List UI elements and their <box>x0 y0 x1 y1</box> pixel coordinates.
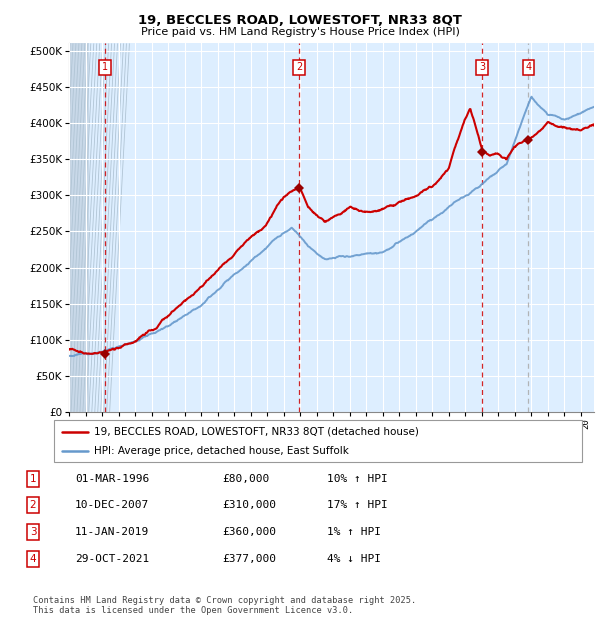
Text: 3: 3 <box>29 527 37 537</box>
Text: 3: 3 <box>479 63 485 73</box>
Text: 1: 1 <box>102 63 108 73</box>
Text: 4: 4 <box>526 63 532 73</box>
Text: £360,000: £360,000 <box>222 527 276 537</box>
Text: 10% ↑ HPI: 10% ↑ HPI <box>327 474 388 484</box>
Text: 19, BECCLES ROAD, LOWESTOFT, NR33 8QT (detached house): 19, BECCLES ROAD, LOWESTOFT, NR33 8QT (d… <box>94 427 418 436</box>
Text: 11-JAN-2019: 11-JAN-2019 <box>75 527 149 537</box>
Text: Contains HM Land Registry data © Crown copyright and database right 2025.
This d: Contains HM Land Registry data © Crown c… <box>33 596 416 615</box>
Text: £80,000: £80,000 <box>222 474 269 484</box>
Text: 4% ↓ HPI: 4% ↓ HPI <box>327 554 381 564</box>
Text: 29-OCT-2021: 29-OCT-2021 <box>75 554 149 564</box>
Text: £377,000: £377,000 <box>222 554 276 564</box>
Bar <box>69 43 89 412</box>
Text: 19, BECCLES ROAD, LOWESTOFT, NR33 8QT: 19, BECCLES ROAD, LOWESTOFT, NR33 8QT <box>138 14 462 27</box>
Text: 4: 4 <box>29 554 37 564</box>
Text: 2: 2 <box>296 63 302 73</box>
Text: 17% ↑ HPI: 17% ↑ HPI <box>327 500 388 510</box>
Text: 2: 2 <box>29 500 37 510</box>
Text: HPI: Average price, detached house, East Suffolk: HPI: Average price, detached house, East… <box>94 446 349 456</box>
Text: 10-DEC-2007: 10-DEC-2007 <box>75 500 149 510</box>
Text: 01-MAR-1996: 01-MAR-1996 <box>75 474 149 484</box>
Text: £310,000: £310,000 <box>222 500 276 510</box>
Text: Price paid vs. HM Land Registry's House Price Index (HPI): Price paid vs. HM Land Registry's House … <box>140 27 460 37</box>
Text: 1: 1 <box>29 474 37 484</box>
Text: 1% ↑ HPI: 1% ↑ HPI <box>327 527 381 537</box>
